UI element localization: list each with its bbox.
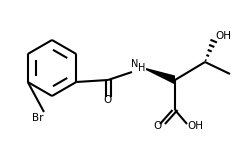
Text: Br: Br	[32, 113, 44, 123]
Text: H: H	[138, 63, 146, 73]
Text: OH: OH	[187, 121, 203, 131]
Text: OH: OH	[215, 31, 231, 41]
Text: O: O	[154, 121, 162, 131]
Text: O: O	[104, 95, 112, 105]
Text: N: N	[131, 59, 139, 69]
Polygon shape	[146, 68, 175, 85]
